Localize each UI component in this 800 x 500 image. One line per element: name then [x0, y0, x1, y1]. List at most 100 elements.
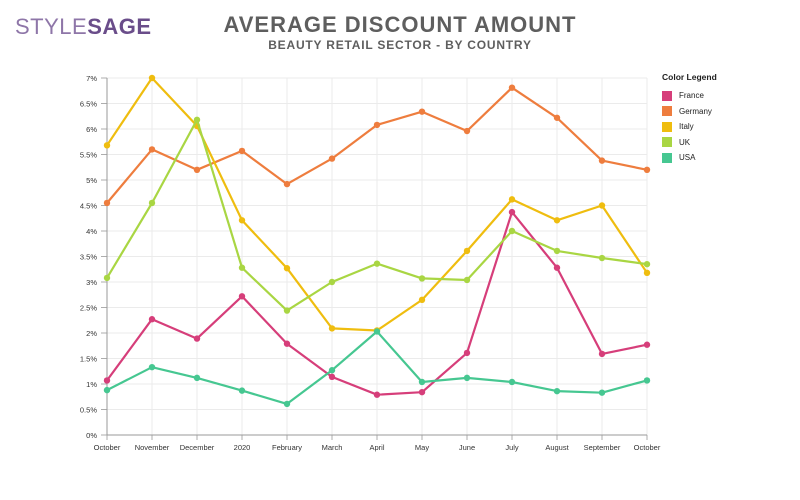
data-point-france[interactable] — [508, 208, 516, 216]
data-point-usa[interactable] — [238, 387, 246, 394]
data-point-usa[interactable] — [463, 374, 471, 382]
data-point-germany[interactable] — [598, 157, 606, 164]
y-tick-label: 2% — [86, 329, 97, 338]
data-point-italy[interactable] — [598, 202, 606, 209]
data-point-uk[interactable] — [238, 264, 246, 271]
data-point-germany[interactable] — [373, 121, 381, 129]
data-point-uk[interactable] — [373, 260, 381, 267]
data-point-uk[interactable] — [328, 278, 336, 286]
y-tick-label: 1.5% — [80, 355, 97, 364]
data-point-italy[interactable] — [148, 74, 156, 82]
data-point-uk[interactable] — [193, 116, 201, 124]
data-point-usa[interactable] — [103, 386, 111, 394]
data-point-usa[interactable] — [328, 367, 336, 374]
data-point-uk[interactable] — [103, 274, 111, 282]
data-point-france[interactable] — [598, 350, 606, 358]
y-tick-label: 0% — [86, 431, 97, 440]
data-point-germany[interactable] — [328, 155, 336, 162]
data-point-italy[interactable] — [418, 296, 426, 304]
data-point-france[interactable] — [418, 388, 426, 396]
data-point-usa[interactable] — [148, 363, 156, 371]
data-point-france[interactable] — [148, 316, 156, 323]
legend-item-italy: Italy — [662, 119, 717, 135]
legend-item-uk: UK — [662, 135, 717, 151]
data-point-uk[interactable] — [418, 275, 426, 282]
y-tick-label: 4% — [86, 227, 97, 236]
x-tick-label: April — [369, 443, 384, 452]
legend-item-usa: USA — [662, 150, 717, 166]
data-point-italy[interactable] — [238, 217, 246, 224]
data-point-usa[interactable] — [283, 400, 291, 408]
x-tick-label: February — [272, 443, 302, 452]
data-point-germany[interactable] — [508, 84, 516, 91]
data-point-germany[interactable] — [463, 127, 471, 135]
legend-swatch-italy — [662, 121, 672, 132]
legend-label-france: France — [679, 91, 704, 101]
data-point-france[interactable] — [463, 349, 471, 357]
data-point-france[interactable] — [643, 341, 651, 348]
y-tick-label: 3% — [86, 278, 97, 287]
data-point-germany[interactable] — [283, 180, 291, 188]
color-legend: Color Legend France Germany Italy UK USA — [662, 72, 717, 166]
y-tick-label: 5% — [86, 176, 97, 185]
stylesage-logo: STYLESAGE — [15, 14, 152, 40]
data-point-germany[interactable] — [148, 146, 156, 153]
data-point-france[interactable] — [103, 377, 111, 384]
data-point-france[interactable] — [283, 340, 291, 347]
data-point-usa[interactable] — [643, 377, 651, 384]
data-point-usa[interactable] — [553, 387, 561, 395]
data-point-uk[interactable] — [148, 199, 156, 207]
data-point-uk[interactable] — [508, 227, 516, 235]
data-point-italy[interactable] — [463, 247, 471, 255]
data-point-italy[interactable] — [553, 217, 561, 224]
data-point-france[interactable] — [553, 264, 561, 271]
axes: 0% 0.5% 1% 1.5% 2% 2.5% 3% 3.5% 4% 4.5% 5% 5.5% 6% 6.… — [80, 74, 661, 452]
data-point-uk[interactable] — [463, 276, 471, 284]
data-point-germany[interactable] — [418, 108, 426, 115]
data-point-usa[interactable] — [373, 328, 381, 335]
data-point-usa[interactable] — [193, 374, 201, 382]
data-point-germany[interactable] — [553, 114, 561, 121]
data-point-usa[interactable] — [598, 389, 606, 396]
x-tick-label: 2020 — [234, 443, 251, 452]
y-tick-label: 7% — [86, 74, 97, 83]
data-point-france[interactable] — [193, 335, 201, 342]
y-tick-label: 4.5% — [80, 202, 97, 211]
data-point-germany[interactable] — [103, 199, 111, 207]
data-point-uk[interactable] — [283, 307, 291, 314]
gridlines — [106, 77, 648, 436]
legend-swatch-france — [662, 90, 672, 101]
data-point-uk[interactable] — [553, 247, 561, 255]
data-point-germany[interactable] — [238, 147, 246, 155]
y-tick-label: 6% — [86, 125, 97, 134]
y-tick-label: 1% — [86, 380, 97, 389]
legend-label-italy: Italy — [679, 122, 694, 132]
x-tick-label: March — [322, 443, 343, 452]
data-point-uk[interactable] — [643, 260, 651, 268]
x-tick-label: December — [180, 443, 215, 452]
y-tick-label: 6.5% — [80, 100, 97, 109]
legend-label-uk: UK — [679, 137, 691, 147]
chart-title: AVERAGE DISCOUNT AMOUNT — [223, 12, 577, 37]
x-tick-label: November — [135, 443, 170, 452]
data-point-france[interactable] — [328, 373, 336, 381]
x-tick-label: June — [459, 443, 475, 452]
data-point-germany[interactable] — [193, 166, 201, 173]
x-tick-label: August — [545, 443, 569, 452]
legend-title: Color Legend — [662, 72, 717, 82]
data-point-usa[interactable] — [418, 378, 426, 386]
data-point-uk[interactable] — [598, 254, 606, 262]
data-point-italy[interactable] — [643, 269, 651, 277]
data-point-usa[interactable] — [508, 378, 516, 386]
data-point-france[interactable] — [238, 293, 246, 300]
data-point-germany[interactable] — [643, 166, 651, 173]
series-layer — [103, 74, 651, 408]
data-point-france[interactable] — [373, 391, 381, 398]
x-tick-label: May — [415, 443, 429, 452]
data-point-italy[interactable] — [103, 142, 111, 149]
data-point-italy[interactable] — [508, 196, 516, 203]
legend-label-usa: USA — [679, 153, 696, 163]
data-point-italy[interactable] — [283, 265, 291, 272]
data-point-italy[interactable] — [328, 325, 336, 332]
